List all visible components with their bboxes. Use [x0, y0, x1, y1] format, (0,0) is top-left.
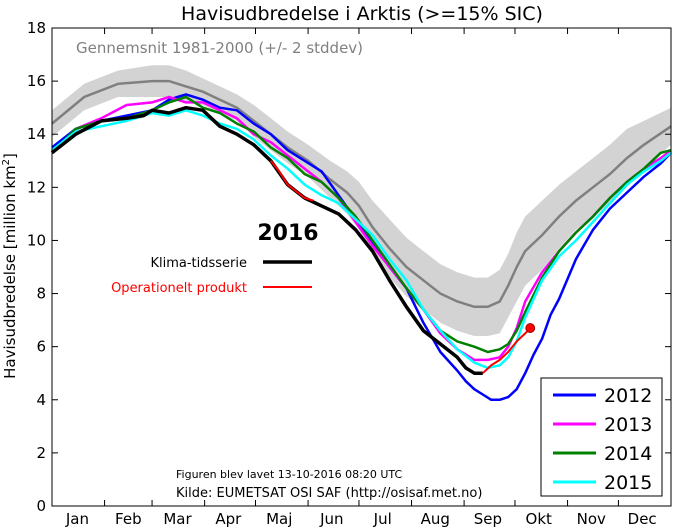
y-tick-label: 14 — [27, 125, 46, 143]
y-axis: 0 2 4 6 8 10 12 14 16 18 — [27, 19, 671, 515]
series-lines — [51, 93, 672, 402]
y-tick-label: 2 — [36, 444, 46, 462]
average-line — [51, 79, 672, 309]
legend-label-2013: 2013 — [604, 414, 652, 436]
x-tick-label: Jul — [373, 510, 392, 528]
x-axis: Jan Feb Mar Apr Maj Jun Jul Aug Sep Okt Nov Dec — [51, 28, 672, 528]
legend-box — [540, 377, 663, 497]
y-tick-label: 4 — [36, 391, 46, 409]
chart-title: Havisudbredelse i Arktis (>=15% SIC) — [181, 3, 543, 25]
y-tick-label: 16 — [27, 72, 46, 90]
legend-label-2012: 2012 — [604, 385, 652, 407]
series-line-2015 — [51, 109, 672, 370]
x-tick-label: Okt — [526, 510, 552, 528]
latest-value-marker — [525, 323, 536, 333]
y-tick-label: 8 — [36, 285, 46, 303]
year-2016-label: 2016 — [257, 221, 318, 246]
y-tick-label: 6 — [36, 338, 46, 356]
series-line-2012 — [51, 93, 672, 402]
y-axis-label-end: ] — [1, 153, 19, 159]
plot-area — [50, 65, 672, 402]
legend-items: 2012 2013 2014 2015 — [553, 385, 652, 494]
series-line-2013 — [51, 95, 672, 362]
y-tick-label: 0 — [36, 497, 46, 515]
x-tick-label: Jan — [65, 510, 89, 528]
operationel-label: Operationelt produkt — [111, 281, 247, 296]
y-axis-label-sup: 2 — [1, 159, 12, 165]
x-tick-label: Jun — [319, 510, 343, 528]
y-tick-label: 10 — [27, 231, 46, 249]
x-tick-label: Nov — [577, 510, 606, 528]
legend-label-2015: 2015 — [604, 472, 652, 494]
y-tick-label: 18 — [27, 19, 46, 37]
average-note: Gennemsnit 1981-2000 (+/- 2 stddev) — [76, 39, 363, 57]
x-tick-label: Apr — [215, 510, 242, 528]
plot-frame — [51, 27, 672, 507]
x-tick-label: Maj — [266, 510, 292, 528]
x-tick-label: Mar — [163, 510, 192, 528]
y-axis-label-main: Havisudbredelse [million km — [1, 165, 19, 379]
x-tick-label: Dec — [628, 510, 657, 528]
series-line-2016-operationel — [482, 327, 531, 374]
series-line-2014 — [51, 95, 672, 354]
legend: 2012 2013 2014 2015 — [540, 377, 663, 497]
series-line-2016-operationel-early — [270, 160, 314, 202]
y-axis-label: Havisudbredelse [million km2] — [1, 153, 19, 379]
x-tick-label: Sep — [474, 510, 502, 528]
x-tick-label: Feb — [115, 510, 142, 528]
x-tick-label: Aug — [421, 510, 450, 528]
y-tick-label: 12 — [27, 178, 46, 196]
footer-source: Kilde: EUMETSAT OSI SAF (http://osisaf.m… — [176, 486, 482, 501]
klima-label: Klima-tidsserie — [150, 256, 247, 271]
footer-created: Figuren blev lavet 13-10-2016 08:20 UTC — [176, 468, 402, 481]
legend-label-2014: 2014 — [604, 443, 652, 465]
